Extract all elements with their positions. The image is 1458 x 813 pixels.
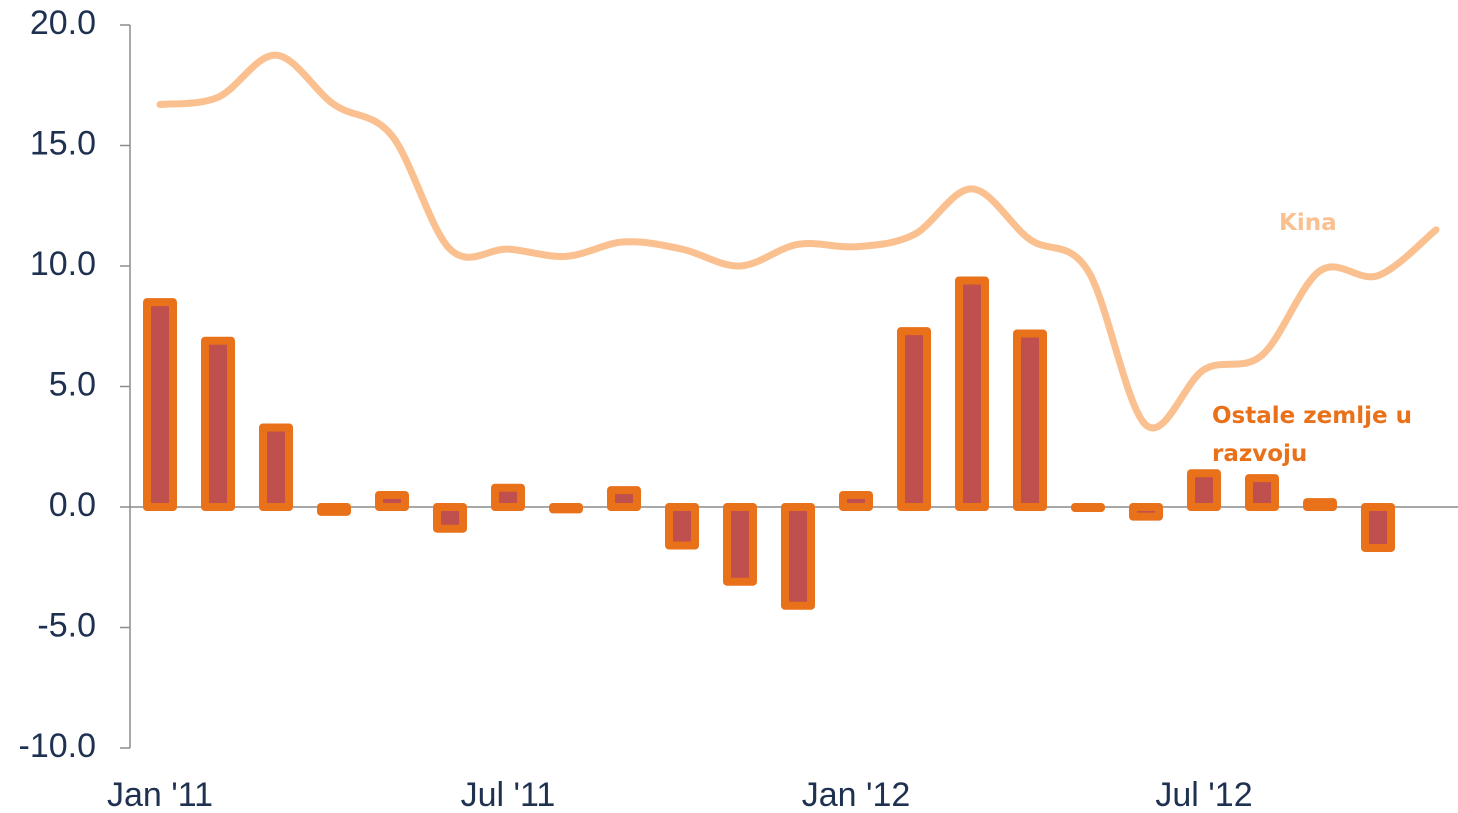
bar: [433, 503, 467, 533]
y-tick-label: -5.0: [37, 606, 96, 644]
bar: [665, 503, 699, 550]
x-tick-label: Jan '11: [107, 776, 213, 813]
bar: [201, 336, 235, 511]
y-tick-label: 15.0: [30, 124, 96, 162]
bar: [839, 490, 873, 512]
x-tick-label: Jul '11: [461, 776, 556, 813]
y-tick-label: 0.0: [49, 486, 96, 524]
bar: [1361, 503, 1395, 552]
bar: [491, 483, 525, 512]
bar: [1071, 503, 1105, 512]
x-tick-label: Jul '12: [1155, 776, 1252, 813]
bar: [549, 503, 583, 514]
line: [156, 51, 1440, 432]
y-tick-label: 20.0: [30, 4, 96, 42]
bar: [375, 490, 409, 512]
bar: [1187, 469, 1221, 512]
bar: [1013, 329, 1047, 512]
line-label: Kina: [1279, 210, 1337, 236]
bar: [259, 423, 293, 511]
x-tick-label: Jan '12: [802, 776, 911, 813]
bar: [955, 276, 989, 511]
y-tick-label: 5.0: [49, 365, 96, 403]
y-tick-label: 10.0: [30, 245, 96, 283]
y-tick-label: -10.0: [19, 727, 97, 765]
bar: [1129, 503, 1163, 521]
bar: [143, 298, 177, 511]
bar: [781, 503, 815, 610]
bar: [317, 503, 351, 516]
bar: [1303, 498, 1337, 511]
bar: [723, 503, 757, 586]
bar: [897, 327, 931, 511]
bar-label: Ostale zemlje u razvoju: [1212, 403, 1412, 467]
bar: [1245, 474, 1279, 511]
bar: [607, 486, 641, 512]
